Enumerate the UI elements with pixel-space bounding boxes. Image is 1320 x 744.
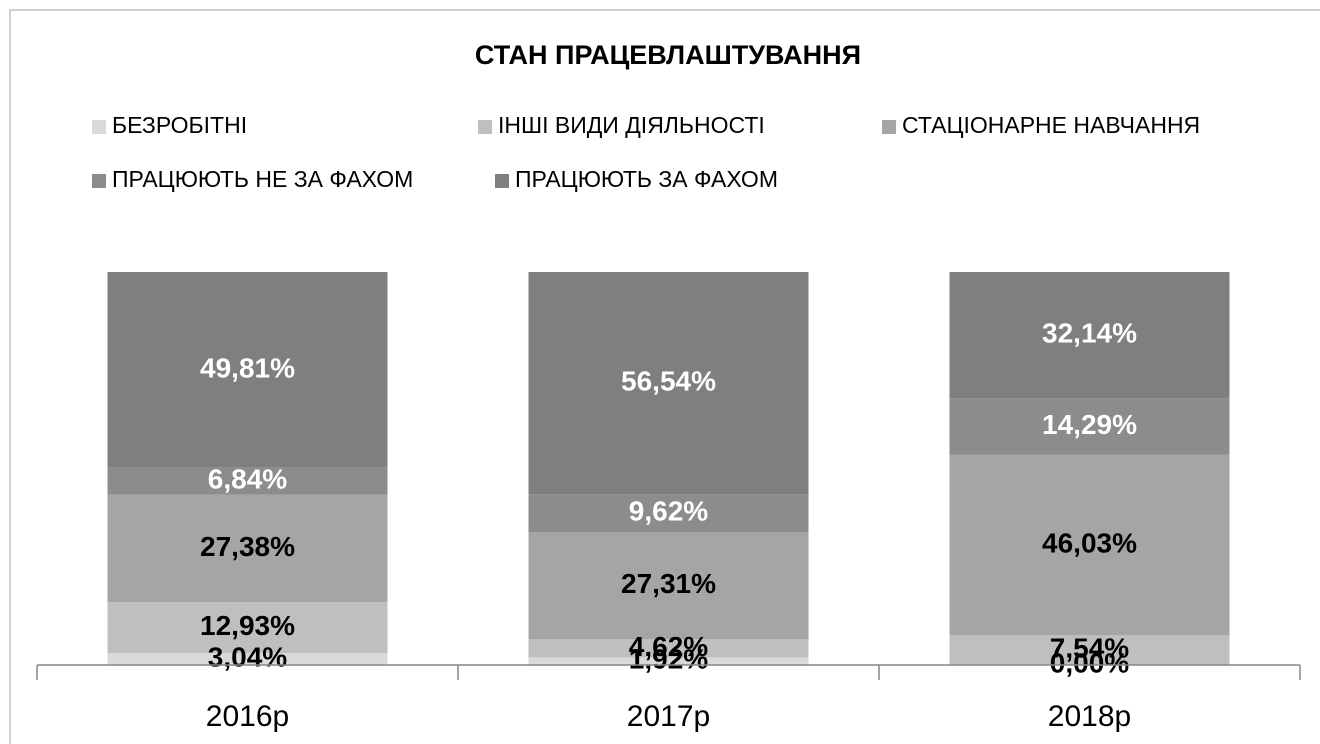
data-label: 27,38%: [200, 531, 295, 562]
bar-segment: [528, 494, 809, 532]
legend-swatch: [495, 174, 509, 188]
data-label: 27,31%: [621, 568, 716, 599]
chart-title: СТАН ПРАЦЕВЛАШТУВАННЯ: [475, 40, 861, 70]
bar-segment: [949, 398, 1230, 455]
legend-swatch: [882, 120, 896, 134]
data-label: 4,62%: [629, 631, 708, 662]
data-label: 46,03%: [1042, 527, 1137, 558]
data-label: 9,62%: [629, 495, 708, 526]
x-tick-label: 2017р: [627, 700, 710, 733]
legend-label: ПРАЦЮЮТЬ НЕ ЗА ФАХОМ: [112, 166, 413, 192]
legend-label: ІНШІ ВИДИ ДІЯЛЬНОСТІ: [498, 112, 765, 138]
legend-label: СТАЦІОНАРНЕ НАВЧАННЯ: [902, 112, 1200, 138]
legend-swatch: [92, 174, 106, 188]
bar-segment: [107, 494, 388, 603]
data-label: 3,04%: [208, 641, 287, 672]
bar-segment: [107, 467, 388, 495]
bar-segment: [107, 653, 388, 665]
bar-segment: [528, 531, 809, 640]
x-tick-label: 2016р: [206, 700, 289, 733]
data-label: 7,54%: [1050, 633, 1129, 664]
data-label: 12,93%: [200, 610, 295, 641]
data-label: 0,00%: [1050, 647, 1129, 678]
bar-segment: [107, 602, 388, 654]
data-label: 1,92%: [629, 644, 708, 675]
bar-segment: [949, 635, 1230, 665]
legend-swatch: [478, 120, 492, 134]
data-label: 6,84%: [208, 464, 287, 495]
bar-segment: [528, 657, 809, 665]
data-label: 49,81%: [200, 352, 295, 383]
legend-label: ПРАЦЮЮТЬ ЗА ФАХОМ: [515, 166, 778, 192]
data-label: 56,54%: [621, 365, 716, 396]
bar-segment: [949, 272, 1230, 399]
bar-segment: [949, 454, 1230, 636]
bar-segment: [528, 639, 809, 658]
data-label: 14,29%: [1042, 409, 1137, 440]
bar-segment: [107, 272, 388, 468]
legend-swatch: [92, 120, 106, 134]
bar-segment: [528, 272, 809, 495]
legend-label: БЕЗРОБІТНІ: [112, 112, 247, 138]
data-label: 32,14%: [1042, 318, 1137, 349]
x-tick-label: 2018р: [1048, 700, 1131, 733]
